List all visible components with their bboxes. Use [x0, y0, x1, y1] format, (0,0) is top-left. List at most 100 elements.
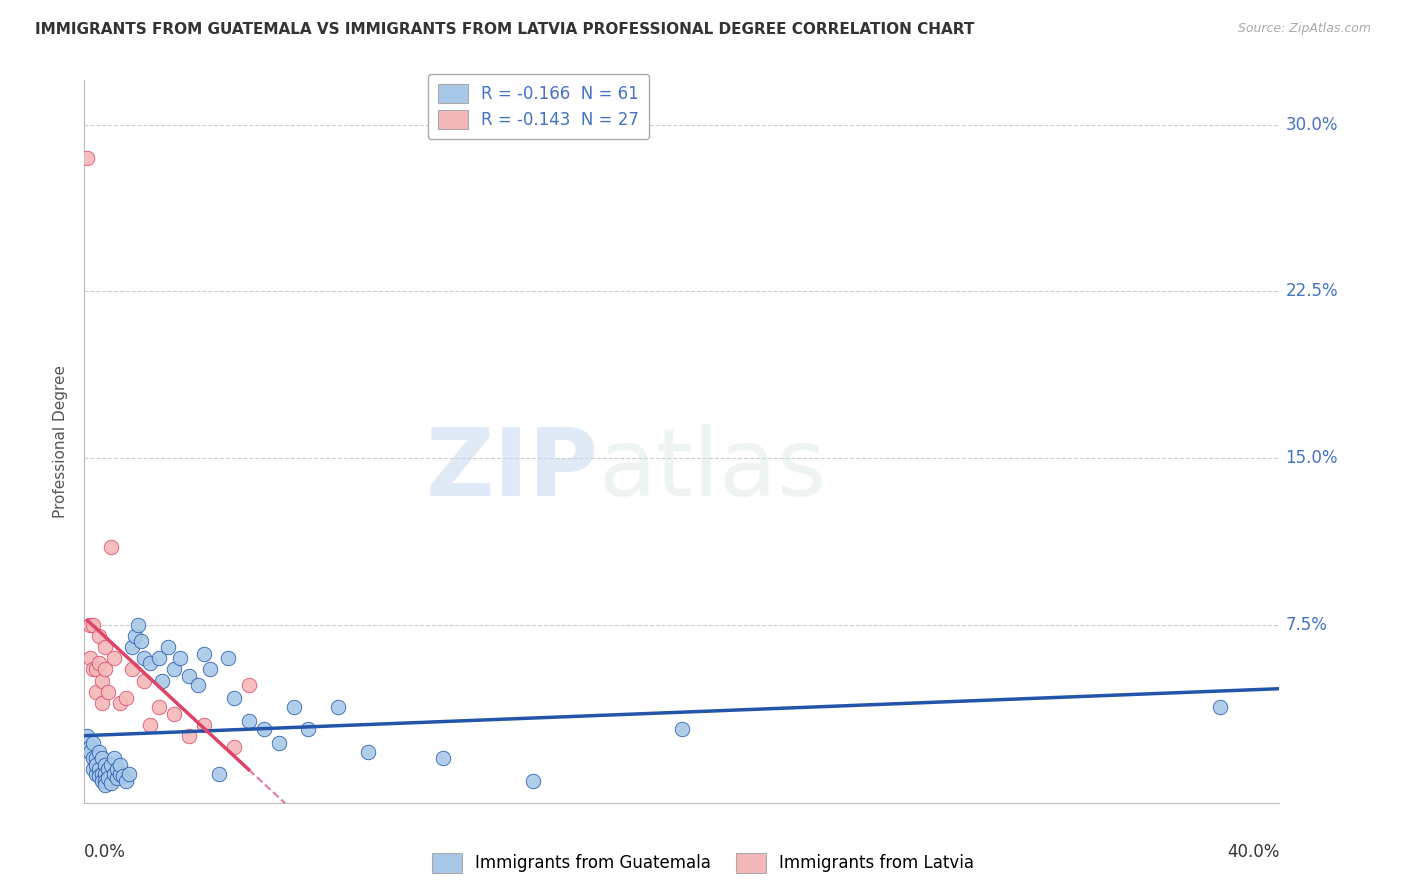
Point [105, 772, 128, 786]
Text: 0.0%: 0.0% [84, 843, 127, 861]
Point [105, 763, 128, 777]
Point [82, 618, 104, 632]
Point [94, 773, 117, 788]
Point [86, 758, 108, 772]
Point [110, 696, 132, 710]
Point [118, 767, 141, 781]
Point [193, 647, 215, 661]
Point [222, 691, 245, 706]
Point [297, 723, 319, 737]
Point [97, 772, 120, 786]
Point [89, 629, 111, 643]
Point [139, 656, 162, 670]
Point [97, 763, 120, 777]
Point [115, 773, 138, 788]
Point [217, 651, 239, 665]
Y-axis label: Professional Degree: Professional Degree [52, 365, 67, 518]
Point [432, 751, 454, 765]
Point [91, 773, 114, 788]
Point [671, 723, 693, 737]
Point [79, 745, 101, 759]
Point [357, 745, 380, 759]
Text: 7.5%: 7.5% [1285, 616, 1327, 634]
Point [82, 751, 104, 765]
Point [121, 640, 143, 655]
Point [100, 758, 122, 772]
Point [91, 767, 114, 781]
Point [91, 751, 114, 765]
Legend: Immigrants from Guatemala, Immigrants from Latvia: Immigrants from Guatemala, Immigrants fr… [425, 847, 981, 880]
Point [121, 662, 143, 676]
Point [86, 751, 108, 765]
Point [283, 700, 305, 714]
Point [82, 662, 104, 676]
Point [103, 751, 125, 765]
Point [82, 736, 104, 750]
Point [115, 691, 138, 706]
Point [97, 684, 120, 698]
Point [110, 767, 132, 781]
Point [89, 769, 111, 783]
Point [86, 767, 108, 781]
Point [91, 696, 114, 710]
Point [522, 773, 544, 788]
Point [103, 767, 125, 781]
Point [91, 673, 114, 688]
Point [163, 662, 186, 676]
Point [148, 651, 170, 665]
Text: 30.0%: 30.0% [1285, 116, 1339, 134]
Point [163, 706, 186, 721]
Point [157, 640, 180, 655]
Text: IMMIGRANTS FROM GUATEMALA VS IMMIGRANTS FROM LATVIA PROFESSIONAL DEGREE CORRELAT: IMMIGRANTS FROM GUATEMALA VS IMMIGRANTS … [35, 22, 974, 37]
Point [94, 758, 117, 772]
Point [177, 729, 200, 743]
Point [129, 633, 152, 648]
Point [76, 729, 98, 743]
Point [148, 700, 170, 714]
Point [112, 769, 135, 783]
Point [222, 740, 245, 755]
Text: ZIP: ZIP [426, 425, 599, 516]
Point [124, 629, 146, 643]
Point [127, 618, 149, 632]
Text: 40.0%: 40.0% [1227, 843, 1279, 861]
Point [100, 776, 122, 790]
Legend: R = -0.166  N = 61, R = -0.143  N = 27: R = -0.166 N = 61, R = -0.143 N = 27 [427, 74, 650, 139]
Point [328, 700, 350, 714]
Point [89, 763, 111, 777]
Point [103, 651, 125, 665]
Point [238, 678, 260, 692]
Point [132, 651, 156, 665]
Point [110, 758, 132, 772]
Point [79, 740, 101, 755]
Point [177, 669, 200, 683]
Point [169, 651, 191, 665]
Point [86, 684, 108, 698]
Point [253, 723, 276, 737]
Text: 22.5%: 22.5% [1285, 283, 1339, 301]
Point [79, 651, 101, 665]
Point [139, 718, 162, 732]
Point [94, 662, 117, 676]
Point [193, 718, 215, 732]
Point [94, 640, 117, 655]
Point [94, 767, 117, 781]
Point [86, 662, 108, 676]
Point [208, 767, 231, 781]
Point [187, 678, 209, 692]
Point [89, 656, 111, 670]
Point [198, 662, 221, 676]
Text: 15.0%: 15.0% [1285, 450, 1339, 467]
Point [94, 778, 117, 792]
Point [89, 745, 111, 759]
Point [267, 736, 290, 750]
Point [150, 673, 173, 688]
Point [82, 763, 104, 777]
Point [132, 673, 156, 688]
Point [1209, 700, 1232, 714]
Point [79, 618, 101, 632]
Point [238, 714, 260, 728]
Point [76, 151, 98, 165]
Text: Source: ZipAtlas.com: Source: ZipAtlas.com [1237, 22, 1371, 36]
Text: atlas: atlas [599, 425, 827, 516]
